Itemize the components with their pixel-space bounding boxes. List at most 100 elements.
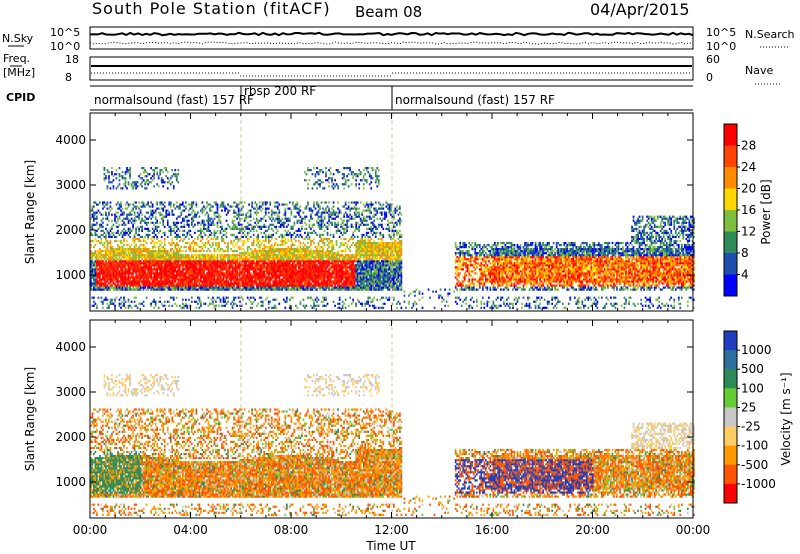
power-cell [160, 282, 163, 285]
power-cell [275, 282, 278, 285]
power-cell [282, 258, 285, 261]
power-cell [243, 219, 246, 222]
power-cell [269, 254, 272, 257]
power-cell [144, 266, 146, 269]
power-cell [276, 215, 279, 218]
power-cell [129, 272, 131, 275]
power-cell [328, 219, 330, 222]
power-cell [267, 278, 270, 281]
power-cell [160, 258, 163, 261]
power-cell [174, 280, 177, 283]
power-cell [115, 250, 118, 253]
power-cell [320, 274, 323, 277]
power-cell [133, 245, 136, 249]
power-cell [320, 223, 323, 226]
power-cell [267, 250, 270, 253]
power-cell [159, 173, 162, 176]
power-cell [90, 256, 92, 259]
power-cell [224, 288, 226, 291]
power-cell [284, 221, 287, 224]
power-cell [269, 284, 272, 287]
power-cell [135, 270, 137, 273]
power-cell [263, 266, 266, 269]
power-cell [141, 235, 143, 239]
power-cell [231, 264, 234, 267]
power-cell [106, 272, 109, 275]
power-cell [126, 243, 128, 247]
power-cell [156, 276, 159, 279]
power-cell [209, 243, 211, 247]
power-cell [115, 215, 118, 218]
power-cell [165, 266, 168, 269]
power-cell [230, 241, 232, 245]
power-cell [261, 268, 264, 271]
power-cell [298, 252, 300, 255]
power-cell [183, 256, 186, 259]
power-cell [302, 262, 305, 265]
power-cell [129, 248, 131, 251]
power-cell [204, 260, 207, 263]
power-cell [157, 177, 160, 180]
power-cell [290, 268, 293, 271]
power-cell [281, 241, 284, 245]
power-cell [168, 304, 171, 307]
power-cell [172, 185, 175, 188]
power-cell [177, 250, 180, 253]
power-cell [102, 278, 104, 281]
power-cell [316, 248, 318, 251]
power-cell [273, 243, 276, 247]
power-cell [94, 268, 97, 271]
power-cell [276, 243, 279, 247]
power-cell [153, 280, 156, 283]
power-cell [255, 250, 258, 253]
power-cell [319, 266, 321, 269]
power-cell [91, 254, 94, 257]
power-cell [325, 260, 327, 263]
power-cell [279, 239, 282, 243]
power-cell [219, 258, 222, 261]
power-cell [334, 266, 336, 269]
power-cell [124, 278, 127, 281]
power-cell [197, 243, 199, 247]
power-cell [307, 183, 309, 186]
power-cell [108, 260, 110, 263]
power-cell [319, 225, 321, 228]
power-cell [144, 181, 146, 184]
power-cell [201, 258, 204, 261]
power-cell [275, 250, 278, 253]
power-cell [187, 219, 190, 222]
power-cell [227, 272, 229, 275]
power-cell [200, 274, 202, 277]
power-cell [261, 270, 264, 273]
power-cell [184, 256, 187, 259]
power-cell [281, 282, 284, 285]
power-cell [175, 252, 178, 255]
power-cell [184, 245, 187, 249]
power-cell [310, 248, 312, 251]
power-cell [334, 258, 336, 261]
power-cell [292, 258, 294, 261]
power-cell [284, 239, 287, 243]
power-cell [180, 282, 183, 285]
power-cell [90, 284, 92, 287]
power-cell [118, 175, 121, 178]
power-cell [139, 248, 142, 251]
power-cell [123, 282, 125, 285]
power-cell [102, 274, 104, 277]
power-cell [132, 248, 134, 251]
power-cell [237, 282, 240, 285]
power-cell [150, 284, 153, 287]
power-cell [121, 252, 124, 255]
power-cell [316, 270, 318, 273]
power-cell [90, 225, 92, 228]
power-cell [191, 219, 193, 222]
power-cell [127, 227, 130, 230]
power-cell [148, 250, 151, 253]
power-cell [278, 235, 281, 239]
power-cell [252, 286, 255, 289]
power-cell [209, 266, 211, 269]
power-cell [108, 252, 110, 255]
power-cell [295, 229, 297, 232]
power-cell [178, 268, 181, 271]
power-cell [124, 171, 127, 174]
